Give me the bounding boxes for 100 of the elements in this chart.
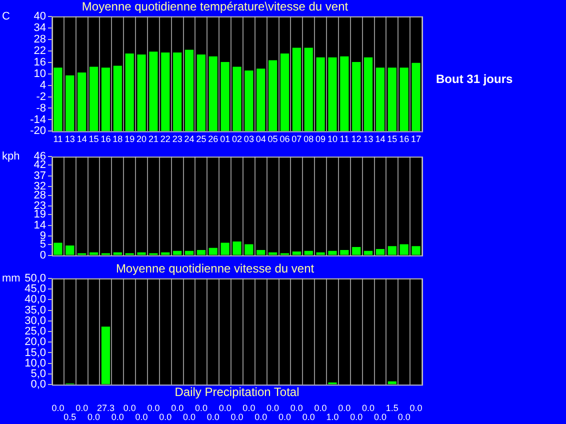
bar [125,54,134,132]
y-tick-label: -14 [30,114,46,126]
bar [232,241,242,255]
bar [376,68,385,132]
y-tick-label: 14 [34,219,46,232]
x-tick-label: 03 [244,134,254,144]
data-label: 0.0 [206,412,220,422]
y-tick-label: 15,0 [24,346,46,359]
y-tick-label: 10,0 [24,357,46,370]
bar [54,68,62,132]
data-label: 0.0 [52,403,64,413]
data-label: 0.0 [410,403,422,413]
data-label: 0.0 [194,403,208,413]
x-tick-label: 26 [208,134,218,144]
data-label: 0.0 [314,403,327,413]
x-tick-label: 16 [100,134,111,144]
data-label: 0.0 [230,412,244,422]
x-tick-label: 25 [196,134,206,144]
bar [256,68,266,132]
y-tick-label: 35,0 [24,304,46,316]
bar [256,250,266,255]
data-label: 0.0 [123,403,136,413]
data-label: 0.0 [290,403,303,413]
x-tick-label: 23 [172,134,182,144]
bar [208,56,218,132]
bar [244,244,254,255]
y-tick-label: 45,0 [24,283,46,296]
bar [137,54,146,132]
bar [304,250,313,255]
bar [400,244,408,255]
x-tick-label: 05 [268,134,278,144]
bar [113,252,122,255]
data-label: 0.0 [147,403,160,413]
data-label: 0.5 [64,412,76,422]
y-tick-label: 37 [34,170,46,182]
bar [89,252,98,255]
x-tick-label: 13 [64,134,75,144]
x-tick-label: 08 [304,134,314,144]
y-tick-label: 34 [34,22,46,34]
data-label: 0.0 [338,403,351,413]
bar [292,48,301,132]
bar [352,247,361,255]
data-label: 0.0 [171,403,184,413]
y-tick-label: 40,0 [24,294,46,306]
bar [89,66,98,132]
y-tick-label: -2 [36,90,46,103]
bar [412,246,420,255]
x-tick-label: 22 [160,134,170,144]
y-tick-label: 25,0 [24,326,46,338]
data-label: 0.0 [159,412,172,422]
data-label: 0.0 [88,412,100,422]
bar [364,57,373,132]
x-axis-title: Daily Precipitation Total [174,385,300,400]
y-axis-title: C [2,10,10,22]
bar [161,252,170,255]
y-tick-label: 28 [34,189,46,202]
y-tick-label: 5,0 [30,368,46,380]
bar [364,250,373,255]
data-label: 0.0 [254,412,268,422]
y-tick-label: 50,0 [24,272,46,284]
x-tick-label: 14 [375,134,386,144]
data-label: 0.0 [278,412,291,422]
chart-title: Moyenne quotidienne température\vitesse du vent [82,0,349,14]
bar [113,66,122,132]
data-label: 0.0 [111,412,124,422]
data-label: 0.0 [218,403,232,413]
data-label: 0.0 [76,403,88,413]
bar [232,66,242,132]
bar [173,52,182,132]
data-label: 0.0 [350,412,363,422]
bar [388,68,396,132]
y-tick-label: -20 [30,125,46,138]
bar [376,248,385,255]
bar [161,52,170,132]
x-tick-label: 20 [136,134,147,144]
x-tick-label: 02 [232,134,242,144]
bar [280,54,290,132]
data-label: 27.3 [96,403,114,413]
bar [101,68,110,132]
bar [328,57,337,132]
y-tick-label: -8 [36,102,46,114]
y-tick-label: 5 [40,238,46,251]
x-tick-label: 17 [411,134,422,144]
bar [268,252,278,255]
bar [328,250,337,255]
bar [304,48,313,132]
data-label: 1.5 [386,403,398,413]
data-label: 0.0 [266,403,280,413]
y-axis-title: kph [2,150,20,163]
data-label: 0.0 [362,403,375,413]
text: Bout 31 jours [436,72,513,86]
bar [292,252,301,255]
x-tick-label: 16 [399,134,410,144]
x-tick-label: 04 [256,134,266,144]
bar [316,57,325,132]
bar [400,68,408,132]
bar [137,252,146,255]
data-label: 0.0 [302,412,315,422]
bar [388,246,396,255]
x-tick-label: 06 [280,134,290,144]
